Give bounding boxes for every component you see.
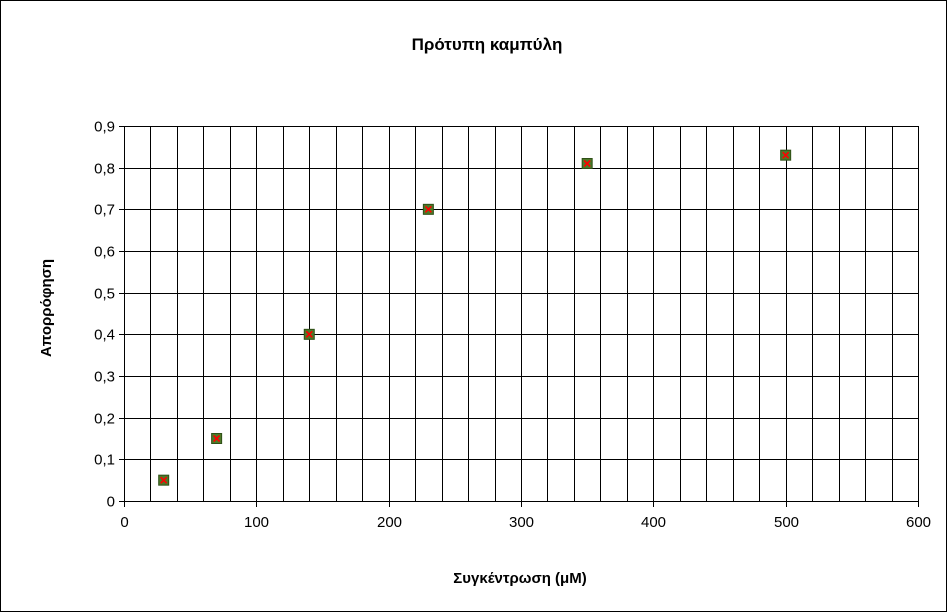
y-tick-label: 0,2 (94, 411, 115, 428)
data-point-cross (160, 476, 168, 484)
y-tick-label: 0,5 (94, 286, 115, 303)
data-point (303, 328, 315, 340)
data-points (158, 149, 792, 486)
data-point-cross (782, 151, 790, 159)
y-tick-label: 0 (107, 494, 115, 511)
data-point-cross (424, 205, 432, 213)
y-axis-title: Απορρόφηση (38, 259, 55, 357)
y-tick-label: 0,3 (94, 369, 115, 386)
x-tick-label: 200 (377, 514, 402, 531)
y-tick-label: 0,4 (94, 327, 115, 344)
chart-title: Πρότυπη καμπύλη (412, 35, 563, 54)
data-point (422, 203, 434, 215)
data-point (211, 433, 223, 444)
axes (119, 126, 919, 507)
tick-labels: 0 0,1 0,2 0,3 0,4 0,5 0,6 0,7 0,8 0,9 0 100 200 300 40… (94, 119, 931, 532)
data-point (581, 158, 593, 169)
data-point-cross (213, 434, 221, 443)
y-tick-label: 0,6 (94, 244, 115, 261)
y-tick-label: 0,1 (94, 452, 115, 469)
x-tick-label: 300 (509, 514, 534, 531)
data-point-cross (305, 330, 313, 338)
y-tick-label: 0,9 (94, 119, 115, 136)
x-tick-label: 100 (244, 514, 269, 531)
x-tick-label: 0 (120, 514, 128, 531)
x-tick-label: 600 (906, 514, 931, 531)
x-axis-title: Συγκέντρωση (μM) (453, 570, 586, 587)
x-tick-label: 400 (641, 514, 666, 531)
y-tick-label: 0,8 (94, 161, 115, 178)
x-tick-label: 500 (774, 514, 799, 531)
gridlines (124, 126, 919, 501)
data-point (780, 149, 792, 161)
y-tick-label: 0,7 (94, 202, 115, 219)
data-point (158, 474, 170, 486)
data-point-cross (583, 159, 591, 168)
